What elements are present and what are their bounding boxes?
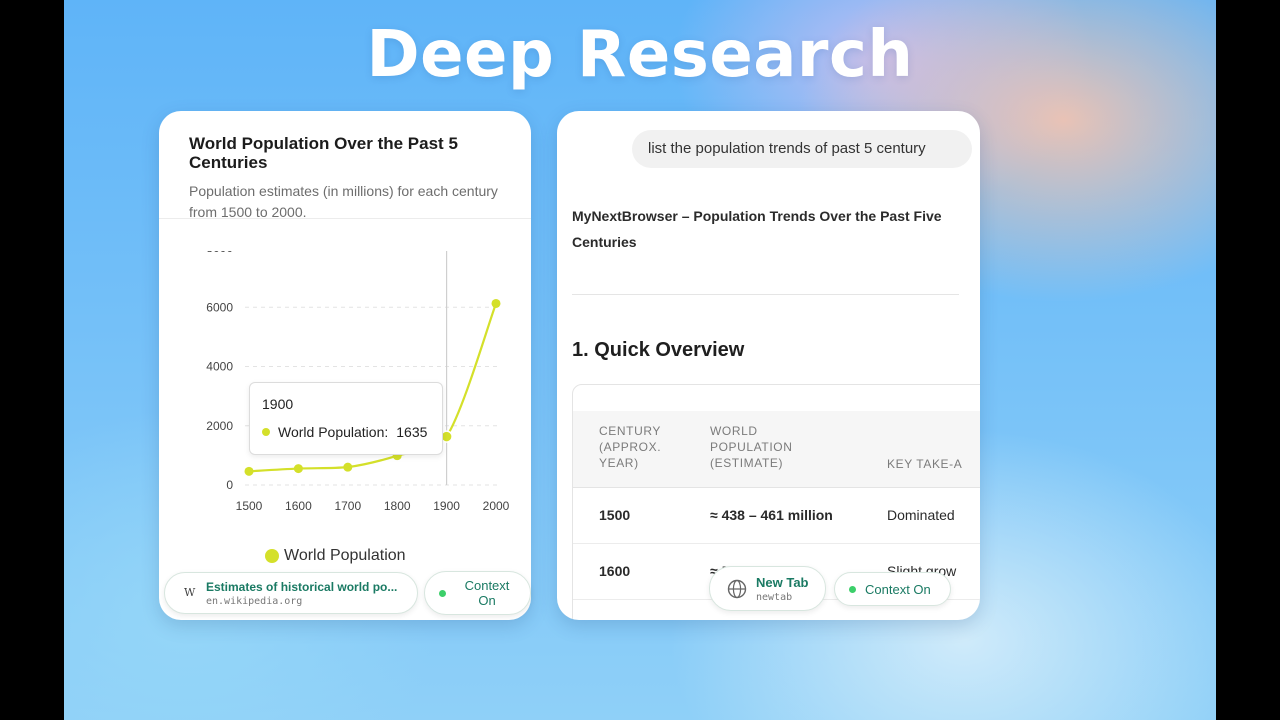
new-tab-pill[interactable]: New Tab newtab	[709, 566, 826, 611]
section-heading: 1. Quick Overview	[572, 339, 745, 361]
legend-label: World Population	[284, 547, 406, 564]
cell-takeaway: Dominated	[887, 507, 955, 523]
x-tick-label: 1800	[384, 499, 411, 513]
x-tick-label: 1500	[236, 499, 263, 513]
response-title: MyNextBrowser – Population Trends Over t…	[572, 208, 942, 250]
y-tick-label: 2000	[206, 419, 233, 433]
new-tab-url: newtab	[756, 592, 793, 603]
data-point[interactable]	[491, 298, 501, 308]
data-point[interactable]	[343, 462, 353, 472]
source-citation-pill[interactable]: W Estimates of historical world po... en…	[164, 572, 418, 614]
tooltip-row: World Population: 1635	[262, 424, 430, 440]
new-tab-title: New Tab	[756, 575, 809, 590]
chart-tooltip: 1900 World Population: 1635	[249, 382, 443, 455]
column-header-population: WORLD POPULATION (ESTIMATE)	[710, 424, 793, 470]
y-tick-label: 6000	[206, 300, 233, 314]
context-toggle-right[interactable]: Context On	[834, 572, 951, 606]
cell-population: ≈ 438 – 461 million	[710, 507, 833, 523]
y-tick-label: 0	[226, 478, 233, 492]
chat-card: list the population trends of past 5 cen…	[557, 111, 980, 620]
chart-title: World Population Over the Past 5 Centuri…	[189, 134, 458, 172]
context-label: Context On	[865, 582, 931, 597]
user-message-bubble: list the population trends of past 5 cen…	[632, 130, 972, 168]
column-header-takeaway: KEY TAKE-A	[887, 457, 963, 471]
tooltip-series-label: World Population:	[278, 424, 389, 440]
cell-century: 1500	[599, 507, 631, 523]
x-tick-label: 2000	[483, 499, 510, 513]
column-header-century: CENTURY (APPROX. YEAR)	[599, 424, 662, 470]
x-tick-label: 1600	[285, 499, 312, 513]
tooltip-series-dot	[262, 428, 270, 436]
divider	[572, 294, 959, 295]
wikipedia-icon: W	[184, 586, 196, 599]
context-toggle-left[interactable]: Context On	[424, 571, 531, 615]
chart-card: World Population Over the Past 5 Centuri…	[159, 111, 531, 620]
table-row: 1500 ≈ 438 – 461 million Dominated	[573, 488, 980, 544]
source-title: Estimates of historical world po...	[206, 580, 398, 594]
population-chart[interactable]: 0 2000 4000 6000 8000 1500 1600 1700 1800 1900 20…	[159, 251, 531, 551]
legend-dot-icon	[265, 549, 279, 563]
cell-century: 1600	[599, 563, 631, 579]
tooltip-value: 1635	[396, 424, 428, 440]
chart-legend[interactable]: World Population	[265, 547, 406, 565]
tooltip-year: 1900	[262, 396, 294, 412]
data-point[interactable]	[244, 466, 254, 476]
data-point[interactable]	[293, 464, 303, 474]
table-header: CENTURY (APPROX. YEAR) WORLD POPULATION …	[573, 411, 980, 488]
chart-subtitle: Population estimates (in millions) for e…	[189, 183, 498, 220]
chart-card-header: World Population Over the Past 5 Centuri…	[159, 111, 531, 220]
y-tick-label: 4000	[206, 360, 233, 374]
y-tick-label: 8000	[206, 251, 233, 255]
globe-icon	[727, 579, 747, 599]
x-tick-label: 1900	[433, 499, 460, 513]
context-status-dot-icon	[849, 586, 856, 593]
source-url: en.wikipedia.org	[206, 596, 303, 607]
overview-table: CENTURY (APPROX. YEAR) WORLD POPULATION …	[572, 384, 980, 620]
headline: Deep Research	[366, 18, 914, 92]
context-label: Context On	[464, 578, 510, 608]
context-status-dot-icon	[439, 590, 446, 597]
x-tick-label: 1700	[334, 499, 361, 513]
